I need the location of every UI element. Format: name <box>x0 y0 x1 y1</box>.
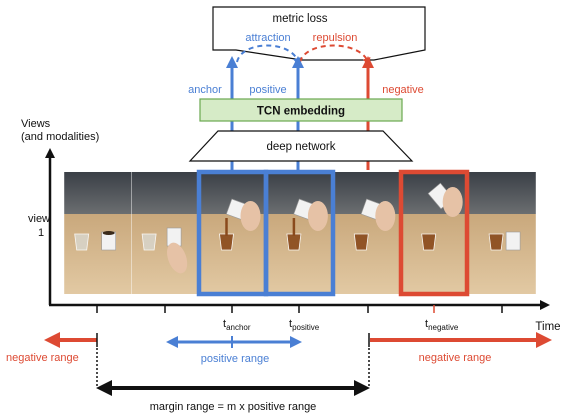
positive-label: positive <box>249 84 286 96</box>
video-frames <box>63 172 536 294</box>
repulsion-label: repulsion <box>313 32 358 44</box>
anchor-label: anchor <box>188 84 222 96</box>
glass-icon <box>353 233 369 251</box>
view-number: 1 <box>38 227 44 239</box>
video-frame-6 <box>400 172 469 294</box>
t-anchor-label: tanchor <box>223 318 251 332</box>
views-label: Views <box>21 118 51 130</box>
positive-range-label: positive range <box>201 353 270 365</box>
hand-icon <box>307 201 328 231</box>
negative-range-right-label: negative range <box>419 352 492 364</box>
attraction-label: attraction <box>245 32 290 44</box>
negative-frame-outline <box>398 169 470 297</box>
negative-label: negative <box>382 84 424 96</box>
t-positive-label: tpositive <box>289 318 320 332</box>
glass-icon <box>488 233 504 251</box>
time-label: Time <box>535 321 560 333</box>
negative-range-left-label: negative range <box>6 352 79 364</box>
modalities-label: (and modalities) <box>21 131 99 143</box>
positive-frame-outline <box>263 169 336 297</box>
video-frame-4 <box>265 172 334 294</box>
hand-icon <box>375 201 396 231</box>
glass-icon <box>286 233 302 251</box>
tcn-embedding-label: TCN embedding <box>257 106 345 118</box>
metric-loss-box <box>212 6 426 61</box>
glass-icon <box>141 233 157 251</box>
video-frame-2 <box>131 172 199 294</box>
hand-icon <box>240 201 261 231</box>
t-negative-label: tnegative <box>425 318 459 332</box>
metric-loss-label: metric loss <box>273 13 328 25</box>
cup-icon <box>505 231 521 251</box>
margin-range-label: margin range = m x positive range <box>150 401 317 413</box>
view-label: view <box>28 213 50 225</box>
deep-network-box <box>188 130 414 162</box>
video-frame-1 <box>63 172 132 294</box>
repulsion-arrow <box>299 44 371 66</box>
deep-network-label: deep network <box>266 141 335 153</box>
glass-icon <box>219 233 234 251</box>
video-frame-3 <box>198 172 267 294</box>
hand-icon <box>442 187 463 217</box>
video-frame-5 <box>333 172 401 294</box>
video-frame-7 <box>468 172 536 294</box>
hand-icon <box>167 242 188 274</box>
tcn-embedding-box <box>199 98 403 122</box>
glass-icon <box>421 233 437 251</box>
glass-icon <box>74 233 90 251</box>
